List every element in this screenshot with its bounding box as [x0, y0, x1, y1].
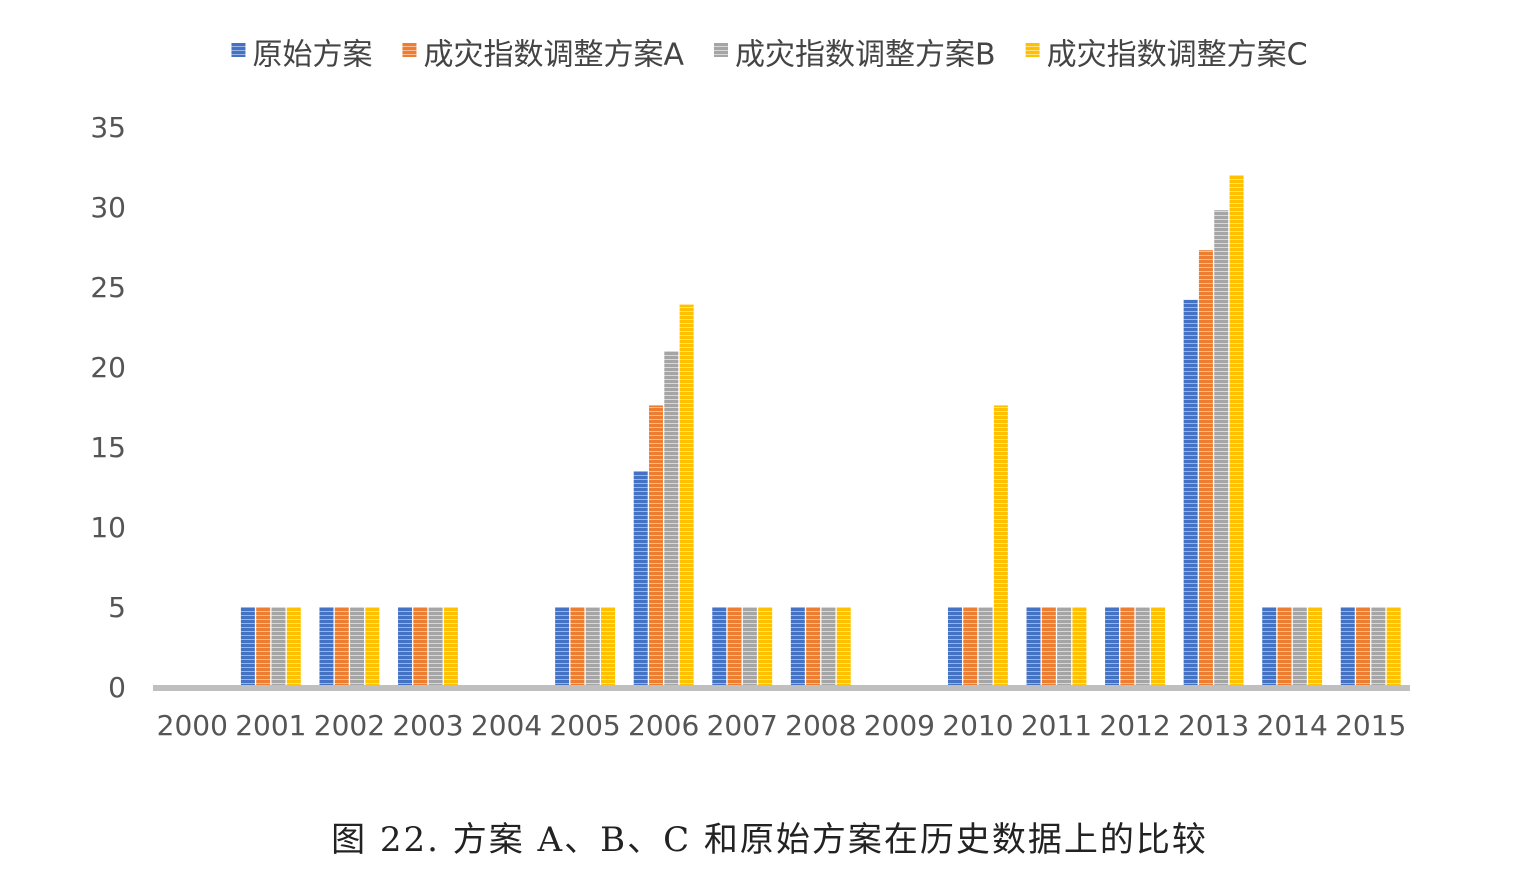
- y-tick-label: 20: [90, 351, 126, 384]
- bar-成灾指数调整方案A-2007: [727, 607, 742, 687]
- x-tick-label: 2013: [1178, 709, 1249, 742]
- x-tick-label: 2007: [707, 709, 778, 742]
- bar-成灾指数调整方案A-2002: [334, 607, 349, 687]
- y-tick-label: 5: [108, 591, 126, 624]
- bar-成灾指数调整方案B-2008: [821, 607, 836, 687]
- legend-item: 原始方案: [231, 38, 372, 73]
- x-tick-label: 2004: [471, 709, 542, 742]
- bar-成灾指数调整方案B-2012: [1135, 607, 1150, 687]
- x-axis: 2000 2001 2002 2003 2004 2005 2006 2007 2008 2009…: [153, 685, 1410, 742]
- chart: 原始方案 成灾指数调整方案A 成灾指数调整方案B 成灾指数调整方案C 0 5 10 15 20…: [90, 38, 1410, 742]
- x-tick-label: 2010: [942, 709, 1013, 742]
- x-tick-label: 2008: [785, 709, 856, 742]
- bar-成灾指数调整方案C-2012: [1150, 607, 1165, 687]
- bar-成灾指数调整方案B-2014: [1292, 607, 1307, 687]
- x-tick-label: 2011: [1021, 709, 1092, 742]
- y-tick-label: 10: [90, 511, 126, 544]
- bar-原始方案-2013: [1183, 299, 1198, 687]
- bar-成灾指数调整方案C-2015: [1386, 607, 1401, 687]
- bar-原始方案-2011: [1026, 607, 1041, 687]
- y-tick-label: 30: [90, 191, 126, 224]
- bar-成灾指数调整方案A-2001: [256, 607, 271, 687]
- bar-成灾指数调整方案A-2014: [1277, 607, 1292, 687]
- bars: [240, 175, 1401, 687]
- bar-成灾指数调整方案A-2015: [1356, 607, 1371, 687]
- bar-成灾指数调整方案C-2007: [758, 607, 773, 687]
- bar-成灾指数调整方案B-2015: [1371, 607, 1386, 687]
- bar-原始方案-2007: [712, 607, 727, 687]
- legend-swatch: [402, 43, 417, 57]
- bar-成灾指数调整方案A-2012: [1120, 607, 1135, 687]
- bar-成灾指数调整方案A-2006: [649, 405, 664, 687]
- bar-原始方案-2002: [319, 607, 334, 687]
- bar-成灾指数调整方案A-2011: [1041, 607, 1056, 687]
- bar-原始方案-2012: [1105, 607, 1120, 687]
- legend-swatch: [231, 43, 246, 57]
- x-tick-label: 2005: [549, 709, 620, 742]
- legend-item: 成灾指数调整方案B: [713, 38, 996, 73]
- bar-原始方案-2001: [240, 607, 255, 687]
- bar-成灾指数调整方案B-2006: [664, 351, 679, 687]
- y-tick-label: 0: [108, 671, 126, 704]
- legend: 原始方案 成灾指数调整方案A 成灾指数调整方案B 成灾指数调整方案C: [231, 38, 1308, 73]
- bar-成灾指数调整方案C-2003: [443, 607, 458, 687]
- bar-原始方案-2003: [398, 607, 413, 687]
- x-tick-label: 2003: [392, 709, 463, 742]
- figure-caption: 图 22. 方案 A、B、C 和原始方案在历史数据上的比较: [331, 820, 1208, 860]
- bar-成灾指数调整方案C-2008: [836, 607, 851, 687]
- bar-成灾指数调整方案C-2002: [365, 607, 380, 687]
- legend-label: 成灾指数调整方案B: [735, 38, 996, 73]
- bar-成灾指数调整方案C-2014: [1308, 607, 1323, 687]
- bar-成灾指数调整方案C-2006: [679, 304, 694, 687]
- legend-item: 成灾指数调整方案C: [1025, 38, 1308, 73]
- bar-成灾指数调整方案A-2008: [806, 607, 821, 687]
- y-axis: 0 5 10 15 20 25 30 35: [90, 111, 126, 704]
- bar-成灾指数调整方案B-2001: [271, 607, 286, 687]
- bar-原始方案-2010: [947, 607, 962, 687]
- x-tick-label: 2012: [1099, 709, 1170, 742]
- x-tick-label: 2000: [157, 709, 228, 742]
- y-tick-label: 35: [90, 111, 126, 144]
- bar-成灾指数调整方案A-2013: [1198, 250, 1213, 687]
- bar-成灾指数调整方案A-2003: [413, 607, 428, 687]
- legend-item: 成灾指数调整方案A: [402, 38, 684, 73]
- y-tick-label: 15: [90, 431, 126, 464]
- x-tick-label: 2006: [628, 709, 699, 742]
- bar-成灾指数调整方案C-2010: [993, 405, 1008, 687]
- x-tick-label: 2009: [864, 709, 935, 742]
- bar-原始方案-2006: [633, 471, 648, 687]
- legend-swatch: [1025, 43, 1040, 57]
- bar-原始方案-2008: [790, 607, 805, 687]
- bar-成灾指数调整方案B-2013: [1214, 210, 1229, 687]
- bar-成灾指数调整方案B-2002: [350, 607, 365, 687]
- y-tick-label: 25: [90, 271, 126, 304]
- bar-成灾指数调整方案C-2001: [286, 607, 301, 687]
- x-tick-label: 2015: [1335, 709, 1406, 742]
- bar-成灾指数调整方案B-2010: [978, 607, 993, 687]
- x-tick-label: 2001: [235, 709, 306, 742]
- bar-成灾指数调整方案C-2013: [1229, 175, 1244, 687]
- bar-成灾指数调整方案C-2005: [601, 607, 616, 687]
- bar-成灾指数调整方案B-2007: [742, 607, 757, 687]
- bar-成灾指数调整方案A-2005: [570, 607, 585, 687]
- bar-原始方案-2015: [1340, 607, 1355, 687]
- x-tick-label: 2002: [314, 709, 385, 742]
- bar-原始方案-2005: [555, 607, 570, 687]
- bar-成灾指数调整方案B-2011: [1057, 607, 1072, 687]
- bar-成灾指数调整方案A-2010: [963, 607, 978, 687]
- bar-原始方案-2014: [1262, 607, 1277, 687]
- legend-label: 成灾指数调整方案C: [1047, 38, 1308, 73]
- bar-成灾指数调整方案B-2003: [428, 607, 443, 687]
- x-tick-label: 2014: [1257, 709, 1328, 742]
- legend-label: 原始方案: [252, 38, 372, 73]
- x-axis-line: [153, 685, 1410, 691]
- legend-swatch: [713, 43, 728, 57]
- legend-label: 成灾指数调整方案A: [423, 38, 684, 73]
- bar-成灾指数调整方案C-2011: [1072, 607, 1087, 687]
- bar-成灾指数调整方案B-2005: [585, 607, 600, 687]
